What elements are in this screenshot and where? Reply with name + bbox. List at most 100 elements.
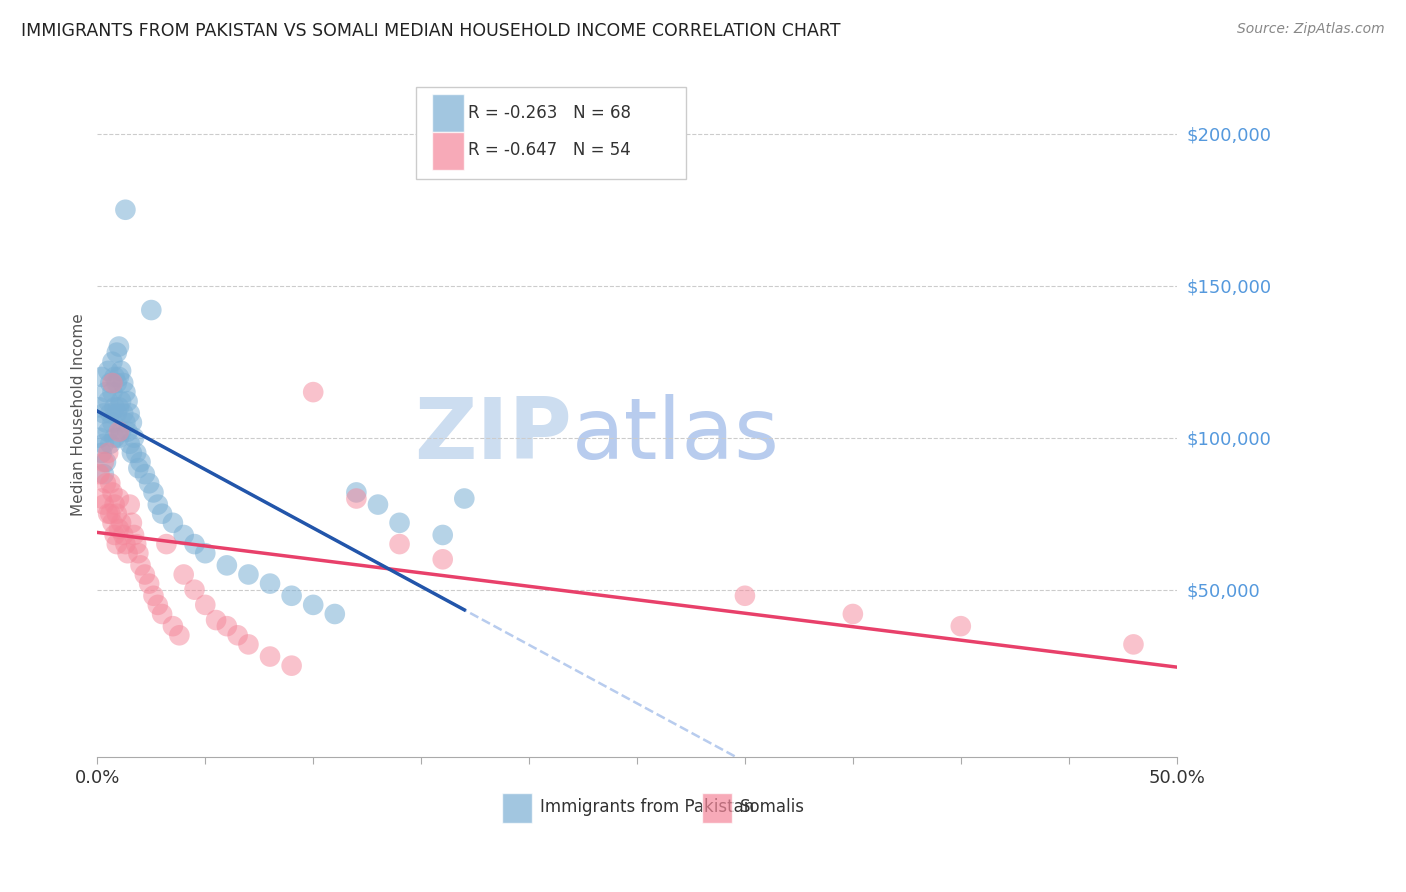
Point	[94, 476, 117, 491]
Text: Immigrants from Pakistan: Immigrants from Pakistan	[540, 798, 754, 816]
Point	[432, 528, 454, 542]
Point	[93, 498, 115, 512]
Point	[117, 425, 139, 439]
Point	[112, 376, 135, 390]
Point	[108, 339, 131, 353]
Point	[94, 385, 117, 400]
Text: R = -0.647   N = 54: R = -0.647 N = 54	[468, 142, 630, 160]
Point	[842, 607, 865, 621]
Point	[118, 498, 141, 512]
Text: atlas: atlas	[572, 394, 780, 477]
Point	[122, 528, 145, 542]
Point	[110, 516, 132, 530]
Point	[93, 467, 115, 482]
Point	[121, 446, 143, 460]
Point	[150, 507, 173, 521]
Point	[302, 385, 325, 400]
Point	[162, 516, 184, 530]
Point	[104, 431, 127, 445]
Point	[105, 507, 128, 521]
Point	[90, 446, 112, 460]
Point	[122, 431, 145, 445]
Point	[98, 376, 121, 390]
Point	[146, 498, 169, 512]
Point	[93, 437, 115, 451]
Point	[134, 467, 156, 482]
Point	[98, 476, 121, 491]
Point	[226, 628, 249, 642]
Point	[155, 537, 177, 551]
Text: Somalis: Somalis	[740, 798, 804, 816]
Point	[89, 431, 111, 445]
Point	[194, 598, 217, 612]
Point	[104, 370, 127, 384]
Text: R = -0.263   N = 68: R = -0.263 N = 68	[468, 103, 630, 121]
Point	[302, 598, 325, 612]
Point	[98, 437, 121, 451]
Point	[323, 607, 346, 621]
Text: Source: ZipAtlas.com: Source: ZipAtlas.com	[1237, 22, 1385, 37]
Point	[108, 370, 131, 384]
Point	[734, 589, 756, 603]
Point	[129, 558, 152, 573]
Point	[105, 537, 128, 551]
Point	[344, 491, 367, 506]
Point	[142, 485, 165, 500]
Point	[112, 528, 135, 542]
Point	[97, 364, 120, 378]
Point	[101, 355, 124, 369]
Point	[89, 467, 111, 482]
Point	[98, 507, 121, 521]
Point	[97, 425, 120, 439]
Point	[104, 528, 127, 542]
Point	[388, 516, 411, 530]
Point	[108, 431, 131, 445]
Point	[173, 567, 195, 582]
Point	[150, 607, 173, 621]
Point	[215, 619, 238, 633]
Point	[129, 455, 152, 469]
Point	[344, 485, 367, 500]
Point	[117, 394, 139, 409]
Point	[141, 303, 163, 318]
Point	[162, 619, 184, 633]
Point	[94, 416, 117, 430]
Point	[108, 401, 131, 415]
Point	[117, 546, 139, 560]
Point	[125, 446, 148, 460]
Y-axis label: Median Household Income: Median Household Income	[72, 314, 86, 516]
Point	[108, 491, 131, 506]
Text: IMMIGRANTS FROM PAKISTAN VS SOMALI MEDIAN HOUSEHOLD INCOME CORRELATION CHART: IMMIGRANTS FROM PAKISTAN VS SOMALI MEDIA…	[21, 22, 841, 40]
Point	[101, 516, 124, 530]
Point	[97, 394, 120, 409]
Point	[138, 576, 160, 591]
Point	[127, 461, 149, 475]
Point	[183, 537, 205, 551]
Point	[183, 582, 205, 597]
Point	[93, 406, 115, 420]
Point	[114, 202, 136, 217]
Point	[205, 613, 228, 627]
Point	[949, 619, 972, 633]
Point	[114, 385, 136, 400]
Point	[173, 528, 195, 542]
Point	[146, 598, 169, 612]
FancyBboxPatch shape	[432, 95, 464, 132]
Point	[453, 491, 475, 506]
Point	[101, 385, 124, 400]
Point	[238, 637, 260, 651]
Point	[118, 437, 141, 451]
Point	[112, 406, 135, 420]
Point	[101, 376, 124, 390]
Point	[118, 406, 141, 420]
Point	[127, 546, 149, 560]
Point	[90, 370, 112, 384]
FancyBboxPatch shape	[432, 132, 464, 169]
Point	[90, 491, 112, 506]
Point	[110, 394, 132, 409]
Point	[367, 498, 389, 512]
Point	[215, 558, 238, 573]
Point	[110, 364, 132, 378]
Point	[108, 425, 131, 439]
Point	[98, 406, 121, 420]
